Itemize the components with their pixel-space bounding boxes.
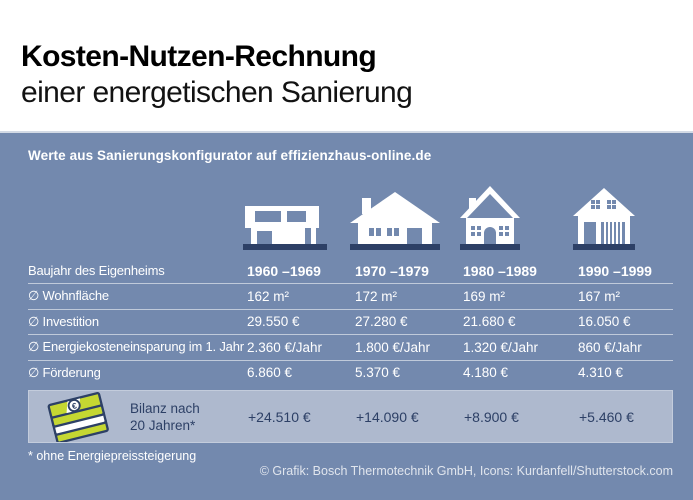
house-column-1970s — [350, 192, 440, 250]
balance-summary-row: € Bilanz nach 20 Jahren* +24.510 € +14.0… — [28, 390, 673, 443]
table-cell: 16.050 € — [578, 314, 631, 330]
table-cell: 167 m² — [578, 288, 621, 304]
page-subtitle: einer energetischen Sanierung — [21, 76, 413, 109]
house-base-bar — [243, 244, 327, 250]
column-header: 1960 –1969 — [247, 262, 321, 279]
house-column-1990s — [573, 188, 635, 250]
table-cell: 169 m² — [463, 288, 506, 304]
house-base-bar — [350, 244, 440, 250]
house-column-1980s — [460, 186, 520, 250]
house-icons-row — [28, 164, 673, 250]
data-panel: Werte aus Sanierungskonfigurator auf eff… — [0, 131, 693, 500]
balance-label-line1: Bilanz nach — [130, 400, 200, 416]
row-label: Baujahr des Eigenheims — [28, 263, 165, 278]
house-base-bar — [460, 244, 520, 250]
balance-value: +8.900 € — [464, 408, 519, 425]
table-header-row: Baujahr des Eigenheims 1960 –1969 1970 –… — [28, 258, 673, 284]
table-cell: 6.860 € — [247, 365, 293, 381]
house-column-1960s — [243, 202, 327, 250]
money-stack-icon: € — [47, 391, 109, 442]
steep-gable-house-icon — [460, 186, 520, 244]
row-label: ∅ Energiekosteneinsparung im 1. Jahr — [28, 339, 244, 355]
table-cell: 172 m² — [355, 288, 398, 304]
source-subtitle: Werte aus Sanierungskonfigurator auf eff… — [28, 148, 432, 163]
row-label: ∅ Investition — [28, 313, 99, 329]
row-label: ∅ Wohnfläche — [28, 288, 109, 304]
balance-label-cell: € Bilanz nach 20 Jahren* — [29, 391, 248, 442]
table-cell: 5.370 € — [355, 365, 401, 381]
table-cell: 27.280 € — [355, 314, 408, 330]
gable-roof-house-icon — [350, 192, 440, 244]
table-cell: 1.320 €/Jahr — [463, 339, 539, 355]
svg-text:€: € — [71, 400, 78, 411]
balance-label: Bilanz nach 20 Jahren* — [130, 400, 200, 434]
table-cell: 4.180 € — [463, 365, 509, 381]
table-cell: 860 €/Jahr — [578, 339, 642, 355]
column-header: 1970 –1979 — [355, 262, 429, 279]
column-header: 1990 –1999 — [578, 262, 652, 279]
table-cell: 4.310 € — [578, 365, 624, 381]
balance-value: +24.510 € — [248, 408, 311, 425]
balance-value: +14.090 € — [356, 408, 419, 425]
table-cell: 162 m² — [247, 288, 290, 304]
table-row: ∅ Wohnfläche 162 m² 172 m² 169 m² 167 m² — [28, 284, 673, 310]
table-row: ∅ Investition 29.550 € 27.280 € 21.680 €… — [28, 310, 673, 335]
page-title: Kosten-Nutzen-Rechnung — [21, 40, 377, 73]
table-cell: 1.800 €/Jahr — [355, 339, 431, 355]
table-cell: 29.550 € — [247, 314, 300, 330]
table-cell: 2.360 €/Jahr — [247, 339, 323, 355]
table-row: ∅ Förderung 6.860 € 5.370 € 4.180 € 4.31… — [28, 361, 673, 386]
data-table: Baujahr des Eigenheims 1960 –1969 1970 –… — [28, 258, 673, 385]
copyright-credit: © Grafik: Bosch Thermotechnik GmbH, Icon… — [259, 464, 673, 478]
column-header: 1980 –1989 — [463, 262, 537, 279]
table-cell: 21.680 € — [463, 314, 516, 330]
balance-label-line2: 20 Jahren* — [130, 417, 196, 433]
header: Kosten-Nutzen-Rechnung einer energetisch… — [0, 0, 693, 131]
table-row: ∅ Energiekosteneinsparung im 1. Jahr 2.3… — [28, 335, 673, 361]
house-base-bar — [573, 244, 635, 250]
garage-house-icon — [573, 188, 635, 244]
flat-roof-house-icon — [245, 206, 319, 244]
balance-value: +5.460 € — [579, 408, 634, 425]
footnote: * ohne Energiepreissteigerung — [28, 449, 197, 463]
row-label: ∅ Förderung — [28, 364, 101, 380]
